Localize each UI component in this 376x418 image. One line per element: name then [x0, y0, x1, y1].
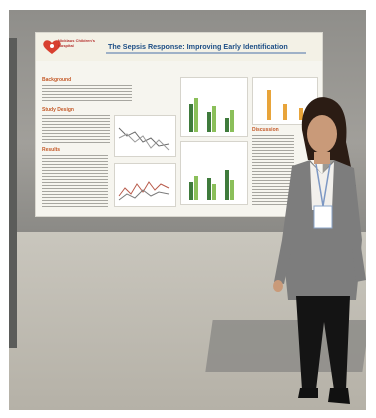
line-chart-2 — [114, 163, 176, 207]
photo: Nicklaus Children's Hospital The Sepsis … — [9, 10, 366, 410]
bar — [189, 104, 193, 132]
bar — [299, 108, 303, 120]
bar — [194, 176, 198, 200]
line-chart-2-lines — [118, 181, 170, 201]
section-study-design: Study Design — [42, 107, 74, 113]
hospital-logo-icon — [43, 40, 61, 54]
bar — [212, 106, 216, 132]
research-poster: Nicklaus Children's Hospital The Sepsis … — [35, 32, 323, 217]
results-text — [42, 155, 108, 207]
discussion-text — [252, 135, 294, 207]
bar — [225, 118, 229, 132]
section-discussion: Discussion — [252, 127, 279, 133]
logo-text: Nicklaus Children's Hospital — [58, 38, 95, 48]
booth-frame — [9, 38, 17, 348]
bar — [207, 178, 211, 200]
author-line — [106, 52, 306, 54]
bar — [283, 104, 287, 120]
bar-chart-2 — [180, 141, 248, 205]
section-background: Background — [42, 77, 72, 83]
line-chart-1 — [114, 115, 176, 157]
section-results: Results — [42, 147, 61, 153]
bar — [189, 182, 193, 200]
bar — [194, 98, 198, 132]
bar — [212, 184, 216, 200]
line-chart-1-lines — [118, 127, 170, 151]
presenter-person — [273, 97, 366, 404]
background-text — [42, 85, 132, 103]
poster-header: Nicklaus Children's Hospital The Sepsis … — [36, 33, 322, 61]
study-design-text — [42, 115, 110, 145]
bar — [267, 90, 271, 120]
bar — [207, 112, 211, 132]
bar — [230, 180, 234, 200]
bar — [230, 110, 234, 132]
bar-chart-1 — [180, 77, 248, 137]
bar — [225, 170, 229, 200]
poster-title: The Sepsis Response: Improving Early Ide… — [108, 42, 288, 51]
